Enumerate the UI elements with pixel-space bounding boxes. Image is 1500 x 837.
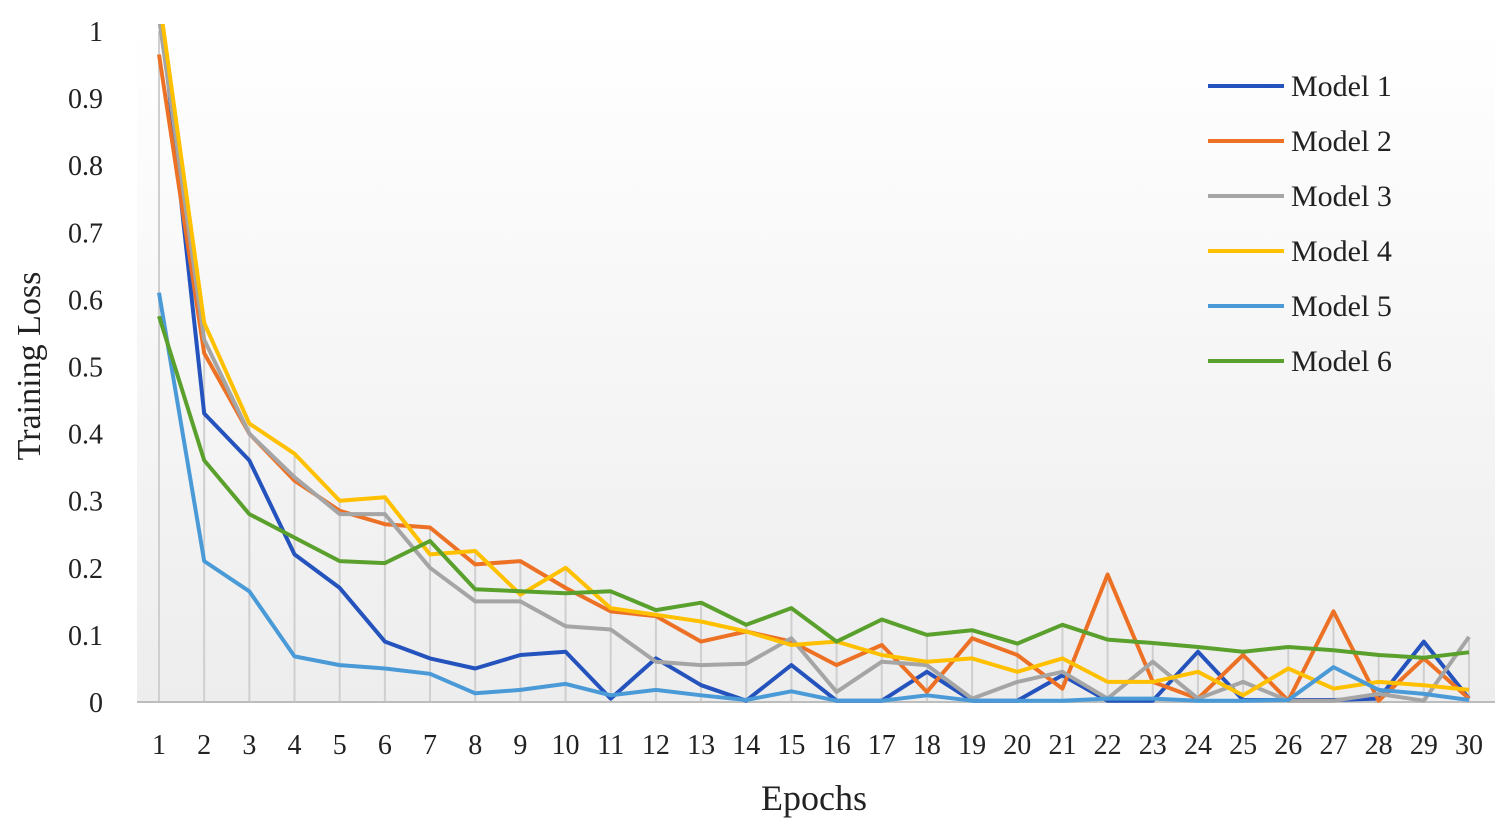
y-tick-label: 0.4 [68,420,103,451]
legend: Model 1 Model 2 Model 3 Model 4 Model 5 Model… [1208,70,1392,378]
legend-label: Model 5 [1291,290,1392,323]
x-tick-label: 18 [913,730,941,761]
x-tick-label: 19 [958,730,986,761]
y-tick-label: 1 [89,17,103,48]
x-tick-label: 15 [777,730,805,761]
x-tick-label: 27 [1319,730,1347,761]
x-tick-label: 25 [1229,730,1257,761]
y-tick-label: 0.1 [68,621,103,652]
x-tick-label: 30 [1455,730,1483,761]
x-tick-label: 10 [552,730,580,761]
x-axis-ticks: 1 2 3 4 5 6 7 8 9 10 11 12 13 14 15 16 17 18 19 20 21 22 23 24 2… [152,730,1483,761]
y-tick-label: 0.7 [68,218,103,249]
y-axis-ticks: 0 0.1 0.2 0.3 0.4 0.5 0.6 0.7 0.8 0.9 1 [68,17,103,719]
x-tick-label: 29 [1410,730,1438,761]
x-tick-label: 17 [868,730,896,761]
legend-label: Model 3 [1291,180,1392,213]
y-tick-label: 0 [89,688,103,719]
x-tick-label: 13 [687,730,715,761]
x-tick-label: 8 [468,730,482,761]
y-tick-label: 0.9 [68,84,103,115]
series-line-model-5 [157,292,1470,703]
y-tick-label: 0.6 [68,285,103,316]
legend-label: Model 4 [1291,235,1392,268]
x-tick-label: 9 [513,730,527,761]
x-tick-label: 20 [1003,730,1031,761]
x-tick-label: 2 [197,730,211,761]
x-tick-label: 3 [242,730,256,761]
x-tick-label: 23 [1139,730,1167,761]
x-tick-label: 28 [1365,730,1393,761]
series-line-model-4 [160,24,1470,698]
legend-label: Model 1 [1291,70,1392,103]
series-line-model-6 [157,315,1470,660]
series-lines [157,24,1471,703]
x-tick-label: 21 [1048,730,1076,761]
x-tick-label: 7 [423,730,437,761]
x-tick-label: 1 [152,730,166,761]
x-axis-label: Epochs [761,778,867,818]
x-tick-label: 5 [333,730,347,761]
y-tick-label: 0.5 [68,353,103,384]
x-tick-label: 4 [288,730,302,761]
x-tick-label: 24 [1184,730,1212,761]
series-line-model-2 [157,54,1471,703]
x-tick-label: 16 [823,730,851,761]
y-tick-label: 0.2 [68,554,103,585]
y-axis-label: Training Loss [11,272,48,461]
y-tick-label: 0.3 [68,487,103,518]
x-tick-label: 22 [1094,730,1122,761]
series-line-model-3 [157,24,1471,703]
legend-label: Model 2 [1291,125,1392,158]
x-tick-label: 14 [732,730,760,761]
y-tick-label: 0.8 [68,151,103,182]
x-tick-label: 11 [597,730,624,761]
legend-label: Model 6 [1291,345,1392,378]
x-tick-label: 26 [1274,730,1302,761]
x-tick-label: 6 [378,730,392,761]
x-tick-label: 12 [642,730,670,761]
